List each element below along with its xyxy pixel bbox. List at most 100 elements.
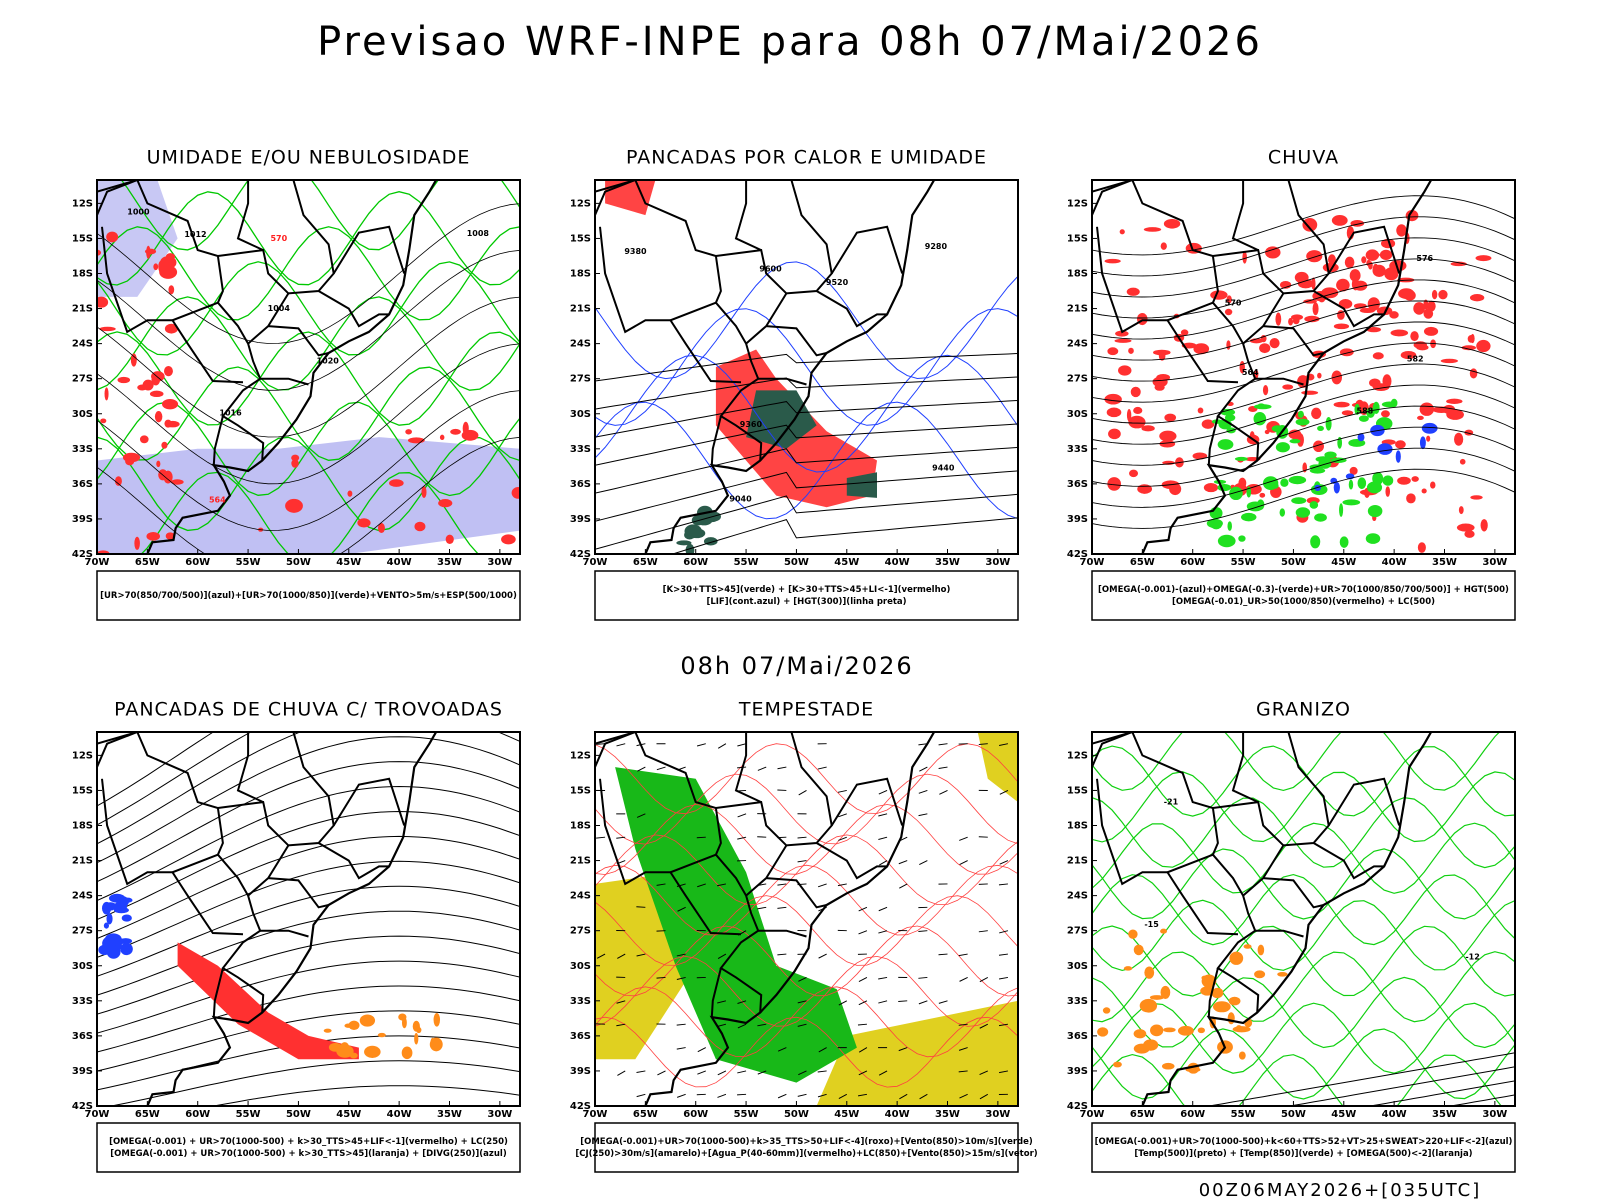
wind-vector (797, 836, 807, 839)
field-patch (1143, 1039, 1159, 1051)
wind-vector (918, 813, 928, 817)
contour-line (595, 986, 1018, 1058)
field-patch (1295, 507, 1311, 518)
map-content (97, 180, 520, 554)
lat-tick-label: 12S (570, 198, 591, 209)
field-patch (1159, 430, 1177, 442)
map-frame (594, 179, 1019, 555)
wind-vector (737, 813, 747, 818)
contour-line (97, 366, 520, 462)
field-patch (1128, 347, 1134, 354)
lat-tick-label: 15S (570, 785, 591, 796)
field-patch (1115, 330, 1129, 337)
wind-vector (899, 883, 908, 889)
field-patch (291, 459, 299, 468)
contour-line (97, 401, 520, 497)
field-patch (1396, 224, 1407, 237)
lon-tick-label: 40W (1382, 1109, 1407, 1120)
contour-line (211, 1085, 520, 1106)
field-patch (1421, 422, 1438, 434)
lat-tick-label: 12S (1067, 198, 1088, 209)
field-patch (1421, 488, 1427, 494)
contour-line (595, 376, 1018, 410)
contour-label: 588 (1357, 407, 1374, 416)
lat-tick-label: 42S (1067, 1101, 1088, 1112)
lon-tick-label: 55W (1231, 1109, 1256, 1120)
lat-tick-label: 42S (1067, 549, 1088, 560)
contour-line (1092, 745, 1515, 817)
field-patch (416, 1026, 422, 1034)
contour-line (97, 436, 520, 554)
lat-tick-label: 33S (1067, 996, 1088, 1007)
lon-tick-label: 60W (683, 557, 708, 568)
field-patch (462, 421, 469, 436)
field-patch (165, 532, 175, 540)
field-patch (445, 534, 454, 544)
field-patch (1312, 302, 1319, 316)
field-patch (1133, 944, 1144, 956)
contour-line (97, 343, 520, 485)
wind-vector (596, 743, 606, 745)
field-patch (1133, 406, 1143, 415)
wind-vector (857, 1093, 868, 1097)
wind-vector (979, 1093, 989, 1100)
field-patch (1470, 495, 1483, 500)
field-patch (142, 379, 154, 391)
state-border (830, 225, 904, 275)
contour-label: 9280 (925, 242, 948, 251)
field-patch (1423, 326, 1439, 336)
wind-vector (717, 1000, 727, 1004)
state-border (734, 732, 762, 804)
wind-vector (958, 1023, 968, 1026)
field-patch (1469, 368, 1478, 379)
contour-line (97, 910, 520, 996)
contour-label: 9040 (729, 495, 752, 504)
coastline (146, 180, 438, 554)
contour-label: 9360 (740, 420, 763, 429)
wind-vector (919, 766, 928, 772)
lat-tick-label: 21S (1067, 304, 1088, 315)
field-patch (149, 390, 164, 398)
contour-label: 570 (1225, 299, 1242, 308)
state-border (236, 732, 264, 804)
wind-vector (959, 860, 968, 866)
contour-line (97, 935, 520, 1015)
contour-line (97, 331, 520, 426)
panel-title: PANCADAS POR CALOR E UMIDADE (626, 147, 987, 169)
contour-label: 1008 (467, 229, 490, 238)
field-patch (1149, 995, 1164, 1000)
wind-vector (898, 1000, 908, 1002)
field-patch (1458, 506, 1464, 515)
contour-line (595, 261, 1018, 380)
field-patch (1367, 297, 1380, 311)
field-patch (103, 922, 109, 929)
field-patch (1159, 440, 1176, 448)
legend-text: [OMEGA(-0.001)+UR>70(1000-500)+k>35_TTS>… (580, 1137, 1033, 1147)
field-patch (106, 231, 119, 243)
lon-tick-label: 55W (236, 1109, 261, 1120)
lon-tick-label: 30W (985, 557, 1010, 568)
field-patch (1262, 384, 1269, 396)
lon-tick-label: 30W (487, 1109, 512, 1120)
field-patch (102, 937, 113, 950)
legend-text: [UR>70(850/700/500)](azul)+[UR>70(1000/8… (100, 591, 517, 601)
wind-vector (898, 1047, 908, 1052)
lon-tick-label: 50W (784, 1109, 809, 1120)
field-patch (1301, 390, 1319, 395)
field-patch (1293, 315, 1300, 321)
field-patch (1328, 254, 1336, 265)
wind-vector (998, 953, 1008, 956)
field-patch (1141, 425, 1155, 432)
state-border (268, 877, 329, 909)
lon-tick-label: 55W (734, 557, 759, 568)
wind-vector (737, 1000, 747, 1004)
field-patch (1259, 492, 1266, 498)
wind-vector (636, 1093, 646, 1098)
lat-tick-label: 42S (72, 549, 93, 560)
field-patch (1403, 290, 1416, 301)
legend-box (1091, 570, 1516, 621)
state-border (1255, 377, 1304, 386)
wind-vector (616, 836, 626, 839)
lon-tick-label: 35W (1432, 1109, 1457, 1120)
lon-tick-label: 50W (1281, 1109, 1306, 1120)
